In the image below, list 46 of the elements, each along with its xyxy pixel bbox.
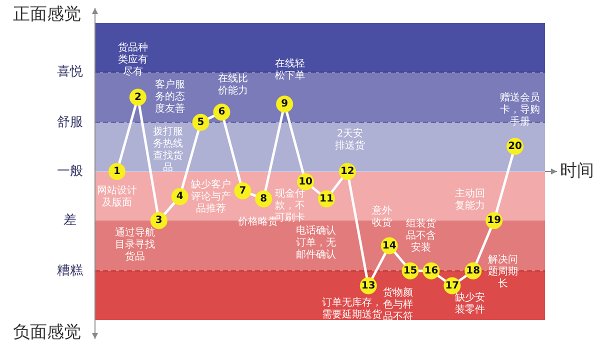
- annotation: 意外收货: [371, 204, 392, 229]
- annotation: 电话确认订单，无邮件确认: [296, 224, 336, 261]
- x-tick-label: 13: [361, 280, 376, 292]
- text: 订单无库存，需要延期送货: [322, 296, 382, 321]
- x-tick-label: 10: [298, 176, 313, 188]
- annotation: 拨打服务热线查找货品: [153, 126, 183, 174]
- text: 在线轻松下单: [275, 58, 305, 82]
- x-tick-label: 15: [403, 265, 418, 276]
- x-tick-label: 5: [197, 116, 204, 128]
- x-tick-label: 8: [260, 194, 268, 205]
- annotation: 网站设计及版面: [97, 184, 137, 209]
- ref-line-label: 糟糕: [57, 263, 83, 278]
- ref-line-label: 舒服: [57, 114, 83, 130]
- text: 正面感觉: [13, 4, 81, 24]
- annotation: 组装货品不含安装: [406, 218, 436, 254]
- x-tick-label: 9: [281, 98, 288, 110]
- annotation: 客户服务的态度友善: [155, 78, 185, 115]
- x-tick-label: 4: [176, 191, 184, 202]
- x-tick-label: 14: [382, 240, 396, 252]
- annotation: 解决问题周期长: [488, 254, 518, 290]
- annotation: 主动回复能力: [455, 188, 485, 212]
- ref-line-label: 喜悦: [57, 64, 83, 80]
- x-tick-label: 19: [487, 215, 502, 226]
- annotation: 通过导航目录寻找货品: [115, 226, 155, 263]
- x-tick-label: 2: [134, 92, 142, 103]
- x-tick-label: 7: [239, 186, 246, 197]
- text: 货品种类应有尽有: [118, 42, 148, 78]
- x-tick-label: 3: [155, 215, 162, 226]
- x-tick-label: 17: [445, 280, 460, 292]
- ref-line-label: 一般: [57, 164, 83, 179]
- annotation: 缺少客户评论与产品推荐: [191, 178, 231, 215]
- ref-line-label: 差: [64, 212, 76, 228]
- x-tick-label: 18: [466, 265, 480, 276]
- text: 在线比价能力: [217, 72, 248, 97]
- x-tick-label: 6: [218, 106, 226, 118]
- x-axis-title: 时间: [560, 160, 594, 181]
- x-tick-label: 12: [340, 166, 354, 178]
- annotation: 赠送会员卡，导购手册: [500, 92, 540, 128]
- annotation: 价格略贵: [237, 216, 278, 228]
- x-tick-label: 11: [320, 194, 334, 205]
- x-tick-label: 1: [113, 166, 120, 178]
- annotation: 2天安排送货: [335, 128, 365, 152]
- text: 缺少安装零件: [455, 292, 485, 316]
- text: 负面感觉: [13, 322, 81, 342]
- x-tick-label: 20: [508, 140, 522, 152]
- x-tick-label: 16: [424, 265, 438, 276]
